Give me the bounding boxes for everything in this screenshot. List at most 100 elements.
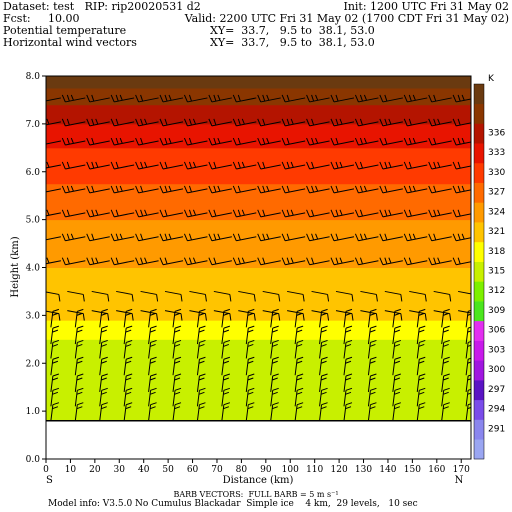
wind-barb — [330, 137, 355, 146]
wind-barb — [46, 161, 61, 169]
wind-barb — [281, 137, 306, 146]
wind-barb — [232, 161, 257, 170]
wind-barb — [110, 94, 135, 103]
wind-barb — [458, 310, 471, 314]
y-tick-label: 2.0 — [26, 359, 41, 369]
header-valid: Valid: 2200 UTC Fri 31 May 02 (1700 CDT … — [184, 12, 509, 25]
wind-barb — [123, 387, 133, 407]
wind-barb — [360, 290, 378, 302]
theta-band — [46, 267, 471, 271]
theta-band — [46, 176, 471, 180]
wind-barb — [116, 310, 134, 321]
wind-barb — [319, 387, 328, 407]
wind-barb — [135, 94, 159, 103]
colorbar-swatch — [474, 202, 484, 223]
wind-barb — [287, 310, 305, 321]
theta-band — [46, 228, 471, 233]
wind-barb — [208, 257, 232, 266]
wind-barb — [257, 257, 281, 266]
wind-barb — [330, 118, 355, 127]
colorbar-swatch — [474, 360, 484, 381]
wind-barb — [257, 185, 281, 194]
wind-barb — [183, 118, 208, 127]
wind-barb — [86, 233, 110, 242]
wind-barb — [123, 325, 133, 345]
wind-barb — [452, 118, 471, 127]
wind-barb — [208, 233, 232, 242]
colorbar-swatch — [474, 162, 484, 183]
theta-band — [46, 142, 471, 146]
colorbar-label: 318 — [488, 247, 505, 257]
wind-barb — [384, 310, 403, 321]
wind-barb — [367, 373, 377, 393]
y-tick-label: 1.0 — [26, 407, 41, 417]
wind-barb — [74, 387, 84, 407]
wind-barb — [343, 373, 353, 393]
wind-barb — [67, 290, 85, 302]
theta-band — [46, 288, 471, 292]
theta-band — [46, 166, 471, 170]
x-tick-label: 170 — [453, 465, 470, 475]
theta-band — [46, 132, 471, 137]
wind-barb — [281, 233, 306, 242]
wind-barb — [257, 118, 281, 127]
colorbar-swatch — [474, 380, 484, 401]
wind-barb — [91, 310, 110, 321]
theta-band — [46, 312, 471, 316]
wind-barb — [172, 402, 182, 421]
wind-barb — [74, 402, 84, 421]
field2-name: Horizontal wind vectors — [3, 36, 137, 49]
wind-barb — [452, 209, 471, 218]
wind-barb — [99, 356, 108, 376]
wind-barb — [245, 356, 255, 376]
wind-barb — [116, 290, 134, 302]
theta-band — [46, 156, 471, 161]
theta-band — [46, 195, 471, 199]
theta-band — [46, 269, 471, 273]
wind-barb — [392, 356, 401, 376]
wind-barb — [208, 94, 232, 103]
colorbar-label: 312 — [488, 286, 505, 296]
wind-barb — [159, 257, 184, 266]
y-axis: 0.0 1.0 2.0 3.0 4.0 5.0 6.0 7.0 8.0 — [26, 72, 46, 465]
wind-barb — [148, 325, 157, 345]
wind-barb — [354, 94, 379, 103]
wind-barb — [416, 387, 426, 407]
wind-barb — [343, 339, 353, 359]
colorbar-swatch — [474, 182, 484, 203]
wind-barb — [159, 118, 184, 127]
wind-barb — [208, 185, 232, 194]
theta-band — [46, 180, 471, 185]
theta-band — [46, 76, 471, 79]
wind-barb — [86, 118, 110, 127]
wind-barb — [61, 94, 86, 103]
theta-band — [46, 97, 471, 101]
wind-barb — [306, 137, 330, 146]
wind-barb — [135, 161, 159, 170]
colorbar-label: 333 — [488, 148, 505, 158]
wind-barb — [354, 233, 379, 242]
x-tick-label: 120 — [331, 465, 348, 475]
below-terrain — [46, 420, 471, 459]
colorbar-frame — [473, 83, 485, 460]
wind-barb — [330, 161, 355, 170]
theta-band — [46, 405, 471, 410]
theta-band — [46, 77, 471, 82]
wind-barb — [354, 161, 379, 170]
wind-barb — [148, 339, 157, 359]
theta-band — [46, 106, 471, 111]
wind-barb — [441, 325, 450, 345]
wind-barb — [61, 209, 86, 218]
wind-barb — [433, 310, 452, 321]
x-tick-label: 130 — [355, 465, 372, 475]
wind-barb — [392, 325, 401, 345]
x-axis: 0 10 20 30 40 50 60 70 80 90 100 110 120 130 140 150 160… — [43, 459, 470, 475]
wind-barb — [99, 325, 108, 345]
wind-barb — [183, 137, 208, 146]
wind-barb — [221, 373, 231, 393]
theta-band — [46, 326, 471, 331]
wind-barb — [99, 373, 108, 393]
colorbar-label: 336 — [488, 128, 505, 138]
wind-barb — [403, 257, 428, 266]
